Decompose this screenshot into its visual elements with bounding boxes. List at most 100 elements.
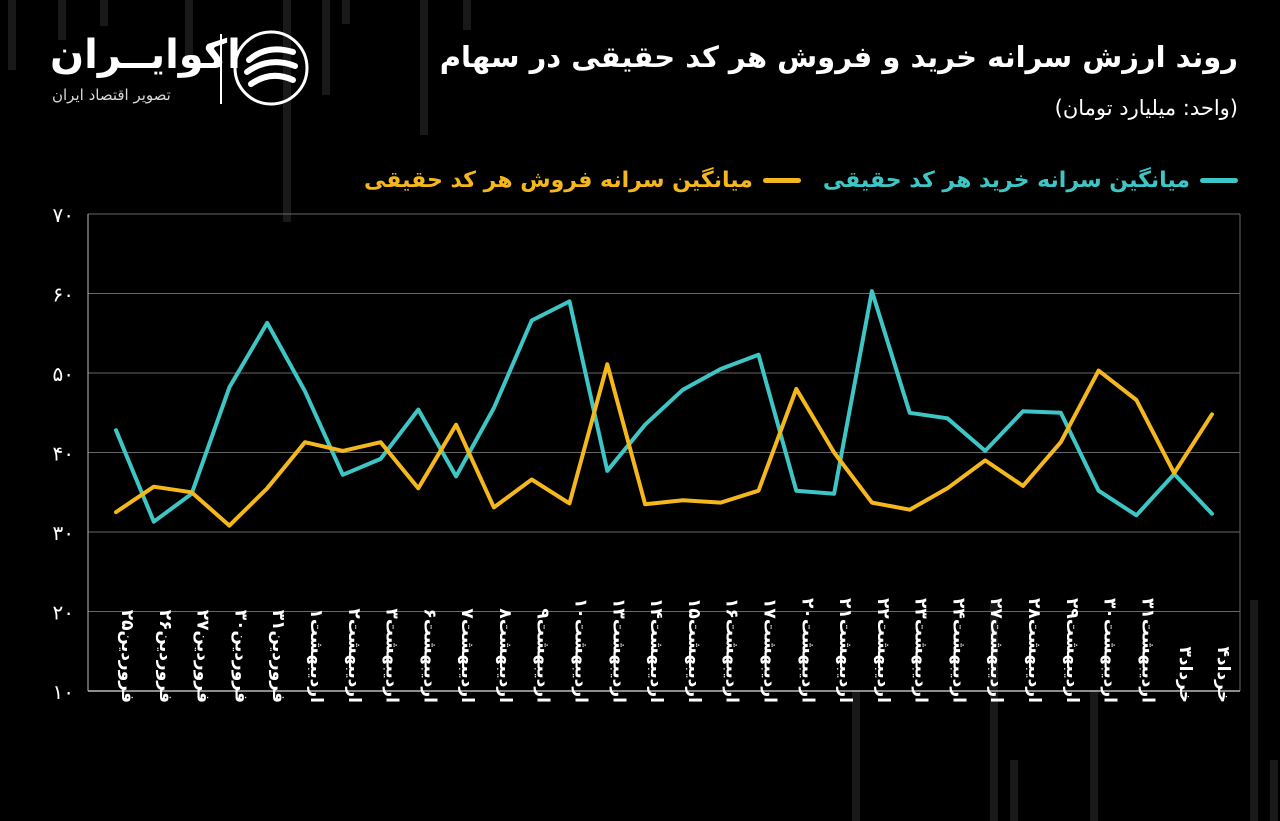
data-point-buy xyxy=(493,407,495,409)
data-point-sell xyxy=(266,487,268,489)
data-point-sell xyxy=(569,502,571,504)
data-point-sell xyxy=(909,509,911,511)
data-point-sell xyxy=(720,502,722,504)
data-point-buy xyxy=(984,450,986,452)
x-tick-label: خرداد۴ xyxy=(1213,647,1233,704)
x-tick-label: اردیبهشت۸ xyxy=(495,608,515,703)
brand-tagline: تصویر اقتصاد ایران xyxy=(52,86,171,104)
data-point-buy xyxy=(266,322,268,324)
x-tick-label: فروردین۲۶ xyxy=(155,610,175,703)
x-tick-label: اردیبهشت۲۱ xyxy=(835,598,855,703)
legend-swatch-sell xyxy=(762,178,801,183)
data-point-sell xyxy=(606,363,608,365)
data-point-sell xyxy=(1135,399,1137,401)
data-point-buy xyxy=(682,389,684,391)
data-point-sell xyxy=(757,490,759,492)
legend-swatch-buy xyxy=(1200,178,1238,183)
x-tick-label: اردیبهشت۳۱ xyxy=(1137,598,1157,703)
legend-item-sell: میانگین سرانه فروش هر کد حقیقی xyxy=(364,168,801,193)
brand-block: اکوایــران تصویر اقتصاد ایران xyxy=(48,30,318,110)
y-tick-label: ۷۰ xyxy=(53,203,74,227)
data-point-buy xyxy=(153,521,155,523)
data-point-buy xyxy=(531,320,533,322)
legend-label-sell: میانگین سرانه فروش هر کد حقیقی xyxy=(364,168,753,193)
x-tick-label: اردیبهشت۲۸ xyxy=(1024,598,1044,703)
data-point-sell xyxy=(795,388,797,390)
brand-name: اکوایــران xyxy=(50,32,241,78)
chart-title: روند ارزش سرانه خرید و فروش هر کد حقیقی … xyxy=(439,40,1238,74)
x-tick-label: اردیبهشت۲۷ xyxy=(986,598,1006,703)
x-tick-label: اردیبهشت۱۷ xyxy=(759,598,779,703)
y-tick-label: ۱۰ xyxy=(53,680,74,704)
data-point-buy xyxy=(1211,513,1213,515)
x-tick-label: اردیبهشت۷ xyxy=(457,608,477,703)
x-tick-label: اردیبهشت۹ xyxy=(533,608,553,703)
data-point-buy xyxy=(455,475,457,477)
x-tick-label: اردیبهشت۱۵ xyxy=(684,598,704,703)
data-point-sell xyxy=(531,479,533,481)
data-point-sell xyxy=(304,441,306,443)
data-point-buy xyxy=(228,386,230,388)
data-point-buy xyxy=(115,429,117,431)
data-point-sell xyxy=(1022,485,1024,487)
chart-subtitle: (واحد: میلیارد تومان) xyxy=(1054,96,1238,120)
data-point-sell xyxy=(191,491,193,493)
x-tick-label: اردیبهشت۳ xyxy=(382,608,402,703)
series-line-buy xyxy=(114,289,1214,524)
data-point-sell xyxy=(153,486,155,488)
data-point-sell xyxy=(228,525,230,527)
x-tick-label: اردیبهشت۳۰ xyxy=(1100,598,1120,703)
x-tick-label: اردیبهشت۲ xyxy=(344,608,364,703)
data-point-buy xyxy=(417,409,419,411)
legend-label-buy: میانگین سرانه خرید هر کد حقیقی xyxy=(822,168,1190,193)
x-tick-label: فروردین۳۱ xyxy=(268,610,288,703)
x-tick-label: فروردین۳۰ xyxy=(230,610,250,703)
data-point-sell xyxy=(1173,472,1175,474)
ecoiran-logo-icon xyxy=(233,30,309,106)
x-tick-label: خرداد۳ xyxy=(1175,647,1195,704)
data-point-sell xyxy=(984,459,986,461)
data-point-buy xyxy=(342,474,344,476)
x-tick-label: اردیبهشت۱۰ xyxy=(571,598,591,703)
data-point-buy xyxy=(380,458,382,460)
y-tick-label: ۳۰ xyxy=(53,521,74,545)
series-lines xyxy=(114,289,1214,528)
data-point-buy xyxy=(871,290,873,292)
y-axis-ticks: ۱۰ ۲۰ ۳۰ ۴۰ ۵۰ ۶۰ ۷۰ xyxy=(53,203,74,704)
x-tick-label: اردیبهشت۱ xyxy=(306,608,326,703)
data-point-buy xyxy=(757,354,759,356)
x-tick-label: اردیبهشت۲۳ xyxy=(911,598,931,703)
data-point-sell xyxy=(644,503,646,505)
chart-legend: میانگین سرانه خرید هر کد حقیقی میانگین س… xyxy=(364,168,1238,193)
data-point-buy xyxy=(569,300,571,302)
x-tick-label: اردیبهشت۱۳ xyxy=(608,598,628,703)
data-point-sell xyxy=(946,487,948,489)
data-point-sell xyxy=(455,424,457,426)
x-tick-label: اردیبهشت۱۴ xyxy=(646,598,666,703)
series-line-sell xyxy=(114,362,1214,528)
y-tick-label: ۵۰ xyxy=(53,362,74,386)
data-point-sell xyxy=(1211,413,1213,415)
data-point-buy xyxy=(909,412,911,414)
data-point-sell xyxy=(1060,441,1062,443)
x-tick-label: فروردین۲۵ xyxy=(117,610,137,703)
x-tick-label: اردیبهشت۶ xyxy=(419,608,439,703)
data-point-buy xyxy=(795,490,797,492)
x-tick-label: اردیبهشت۲۴ xyxy=(948,598,968,703)
data-point-sell xyxy=(115,511,117,513)
data-point-sell xyxy=(682,499,684,501)
x-tick-label: اردیبهشت۲۲ xyxy=(873,598,893,703)
data-point-sell xyxy=(342,450,344,452)
x-tick-label: اردیبهشت۱۶ xyxy=(722,598,742,703)
data-point-sell xyxy=(833,452,835,453)
data-point-buy xyxy=(606,470,608,472)
y-tick-label: ۶۰ xyxy=(53,283,74,307)
x-tick-label: اردیبهشت۲۹ xyxy=(1062,598,1082,703)
data-point-sell xyxy=(1098,370,1100,372)
y-tick-label: ۴۰ xyxy=(53,442,74,466)
x-tick-label: فروردین۲۷ xyxy=(193,610,213,703)
gridlines xyxy=(87,213,1241,692)
y-tick-label: ۲۰ xyxy=(53,601,74,625)
data-point-sell xyxy=(871,502,873,504)
